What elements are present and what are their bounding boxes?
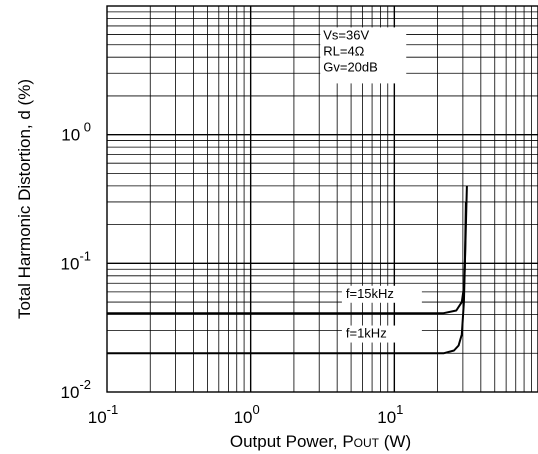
x-axis-label-main: Output Power, P <box>230 432 354 451</box>
y-tick-exp: -1 <box>79 248 91 263</box>
x-tick-label: 101 <box>377 402 403 427</box>
y-tick-exp: -2 <box>79 377 91 392</box>
condition-gv: Gv=20dB <box>323 59 378 74</box>
condition-vs: Vs=36V <box>323 27 369 42</box>
y-tick-labels: 10-210-110 0 <box>61 120 91 402</box>
condition-rl: RL=4Ω <box>323 43 364 58</box>
x-tick-exp: 0 <box>253 402 260 417</box>
series-label-1khz-text: f=1kHz <box>346 326 387 341</box>
x-axis-label-sub: OUT <box>354 436 380 450</box>
y-tick-label: 10-2 <box>61 377 91 402</box>
series-label-15khz: f=15kHz <box>341 285 422 303</box>
y-tick-exp: 0 <box>80 120 91 135</box>
x-tick-label: 100 <box>234 402 260 427</box>
series-label-15khz-text: f=15kHz <box>346 286 394 301</box>
conditions-box: Vs=36V RL=4Ω Gv=20dB <box>320 27 407 84</box>
y-tick-base: 10 <box>61 126 80 145</box>
x-tick-base: 10 <box>234 408 253 427</box>
y-tick-label: 10-1 <box>61 248 91 273</box>
x-tick-base: 10 <box>377 408 396 427</box>
x-tick-label: 10-1 <box>88 402 118 427</box>
series-layer <box>107 185 468 355</box>
x-tick-base: 10 <box>88 408 107 427</box>
x-tick-labels: 10-1 100 101 <box>88 402 404 427</box>
series-line-1 <box>107 201 467 355</box>
x-axis-label-unit: (W) <box>379 432 411 451</box>
y-tick-base: 10 <box>61 383 80 402</box>
x-tick-exp: 1 <box>396 402 403 417</box>
y-tick-base: 10 <box>61 254 80 273</box>
plot-frame <box>106 5 538 393</box>
series-label-1khz: f=1kHz <box>341 325 422 343</box>
x-axis-label: Output Power, POUT (W) <box>230 432 411 451</box>
y-axis-label: Total Harmonic Distortion, d (%) <box>15 79 34 319</box>
y-tick-label: 10 0 <box>61 120 91 145</box>
x-tick-exp: -1 <box>107 402 119 417</box>
